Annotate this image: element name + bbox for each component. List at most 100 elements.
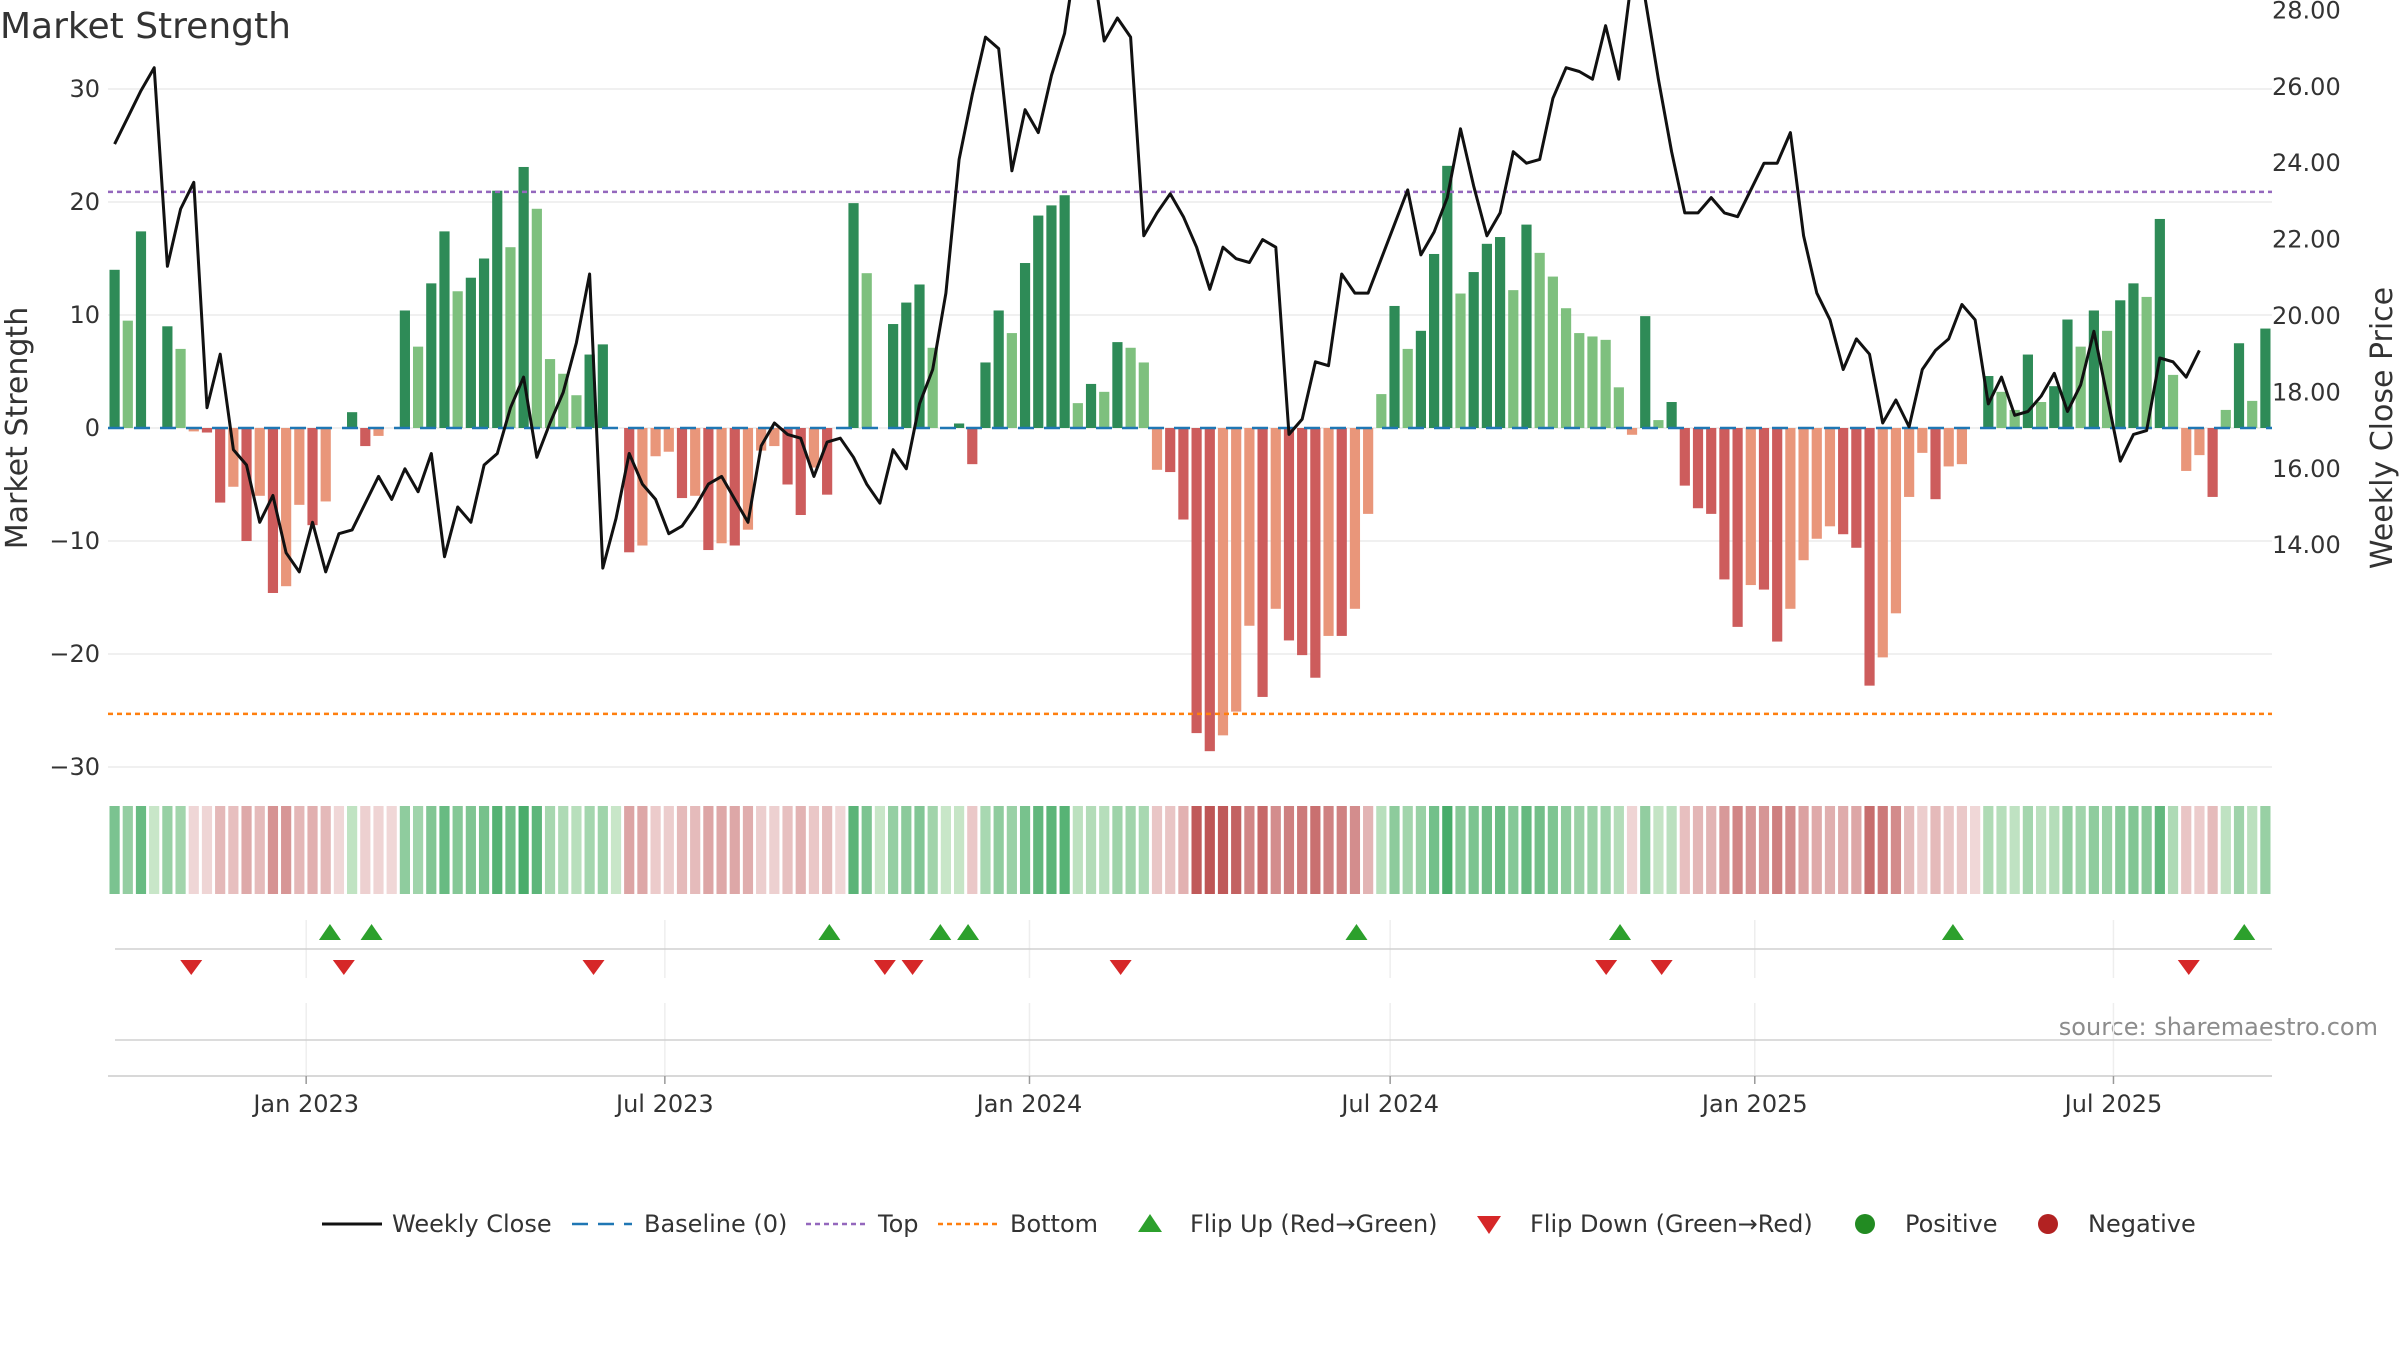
strength-bar-negative: [1349, 428, 1361, 609]
strength-cell: [1772, 806, 1783, 894]
strength-bar-positive: [993, 310, 1004, 428]
strength-bar-positive: [1468, 272, 1479, 428]
strength-cell: [1415, 806, 1427, 894]
strength-bar-positive: [1442, 165, 1453, 428]
strength-bar-positive: [2247, 400, 2258, 428]
strength-bar-positive: [2088, 310, 2099, 428]
strength-bar-positive: [953, 423, 965, 428]
strength-cell: [1323, 806, 1334, 894]
strength-cell: [742, 806, 754, 894]
y-left-tick-label: 20: [69, 188, 100, 216]
strength-cell: [1244, 806, 1255, 894]
strength-cell: [2049, 806, 2060, 894]
strength-cell: [1956, 806, 1968, 894]
y-right-tick-label: 22.00: [2272, 226, 2341, 254]
strength-bar-positive: [1429, 253, 1440, 428]
strength-bar-positive: [122, 320, 133, 428]
strength-cell: [1165, 806, 1176, 894]
strength-bar-positive: [1138, 362, 1149, 428]
strength-bar-positive: [2233, 343, 2245, 428]
strength-bar-positive: [2220, 409, 2231, 428]
strength-cell: [1917, 806, 1928, 894]
strength-bar-negative: [1719, 428, 1730, 580]
strength-bar-negative: [373, 428, 384, 436]
strength-bar-positive: [399, 310, 410, 428]
strength-cell: [1930, 806, 1941, 894]
strength-cell: [1204, 806, 1215, 894]
strength-bar-negative: [1297, 428, 1308, 656]
strength-bar-negative: [267, 428, 279, 593]
strength-cell: [927, 806, 938, 894]
strength-bar-positive: [135, 231, 147, 428]
strength-cell: [2220, 806, 2231, 894]
strength-cell: [531, 806, 542, 894]
flip-down-marker: [873, 960, 896, 975]
strength-bar-positive: [2167, 374, 2179, 428]
legend-label: Bottom: [1010, 1210, 1098, 1238]
grid-layer: [108, 88, 2272, 1075]
strength-bar-positive: [558, 373, 569, 428]
strength-bar-positive: [2115, 300, 2126, 428]
strength-cell: [373, 806, 384, 894]
strength-cell: [1983, 806, 1994, 894]
strength-cell: [1560, 806, 1572, 894]
chart-title: Market Strength: [0, 6, 291, 47]
strength-cell: [756, 806, 767, 894]
strength-cell: [940, 806, 951, 894]
strength-bar-negative: [1785, 428, 1796, 609]
flip-up-icon: [1138, 1214, 1162, 1232]
strength-bar-positive: [1415, 330, 1427, 428]
strength-bar-negative: [1745, 428, 1756, 586]
strength-bar-positive: [505, 247, 516, 428]
strength-cell: [2207, 806, 2218, 894]
strength-bar-negative: [188, 428, 199, 432]
strength-cell: [1864, 806, 1875, 894]
strength-cell: [1217, 806, 1229, 894]
strength-cell: [703, 806, 714, 894]
y-left-axis-title: Market Strength: [0, 307, 35, 549]
strength-bar-negative: [320, 428, 331, 502]
strength-bar-positive: [1560, 308, 1572, 428]
flip-up-marker: [318, 924, 341, 940]
legend-flip-down: Flip Down (Green→Red): [1477, 1210, 1813, 1238]
strength-cell: [861, 806, 872, 894]
strength-bar-negative: [1877, 428, 1888, 658]
strength-cell: [1085, 806, 1097, 894]
strength-bar-negative: [822, 428, 833, 495]
strength-cell: [2154, 806, 2165, 894]
legend-label: Negative: [2088, 1210, 2196, 1238]
strength-bar-negative: [307, 428, 318, 526]
strength-bar-positive: [584, 354, 595, 428]
flip-down-marker: [180, 960, 203, 975]
strength-bar-positive: [162, 326, 173, 428]
strength-bar-negative: [624, 428, 635, 553]
strength-cell: [584, 806, 595, 894]
strength-cell: [333, 806, 345, 894]
strength-bar-positive: [1494, 237, 1506, 428]
strength-bar-negative: [1943, 428, 1954, 467]
strength-bar-positive: [439, 231, 450, 428]
strength-cell: [1521, 806, 1532, 894]
source-label: source: sharemaestro.com: [2058, 1013, 2378, 1041]
flip-up-marker: [957, 924, 980, 940]
strength-bar-negative: [1165, 428, 1176, 473]
strength-bar-positive: [927, 347, 938, 428]
strength-bar-negative: [281, 428, 292, 587]
strength-cell: [1640, 806, 1651, 894]
y-right-tick-label: 16.00: [2272, 455, 2341, 483]
strength-bar-positive: [347, 412, 358, 428]
strength-cell: [1072, 806, 1083, 894]
strength-cell: [2115, 806, 2126, 894]
strength-cell: [835, 806, 846, 894]
y-left-tick-label: −20: [49, 640, 100, 668]
strength-cell: [967, 806, 978, 894]
strength-bar-negative: [795, 428, 806, 516]
y-right-tick-label: 18.00: [2272, 378, 2341, 406]
strength-bar-negative: [756, 428, 767, 451]
strength-bar-negative: [1904, 428, 1915, 497]
strength-cell: [1336, 806, 1347, 894]
strength-cell: [452, 806, 463, 894]
legend-label: Baseline (0): [644, 1210, 787, 1238]
strength-cell: [399, 806, 410, 894]
strength-cell: [1534, 806, 1545, 894]
